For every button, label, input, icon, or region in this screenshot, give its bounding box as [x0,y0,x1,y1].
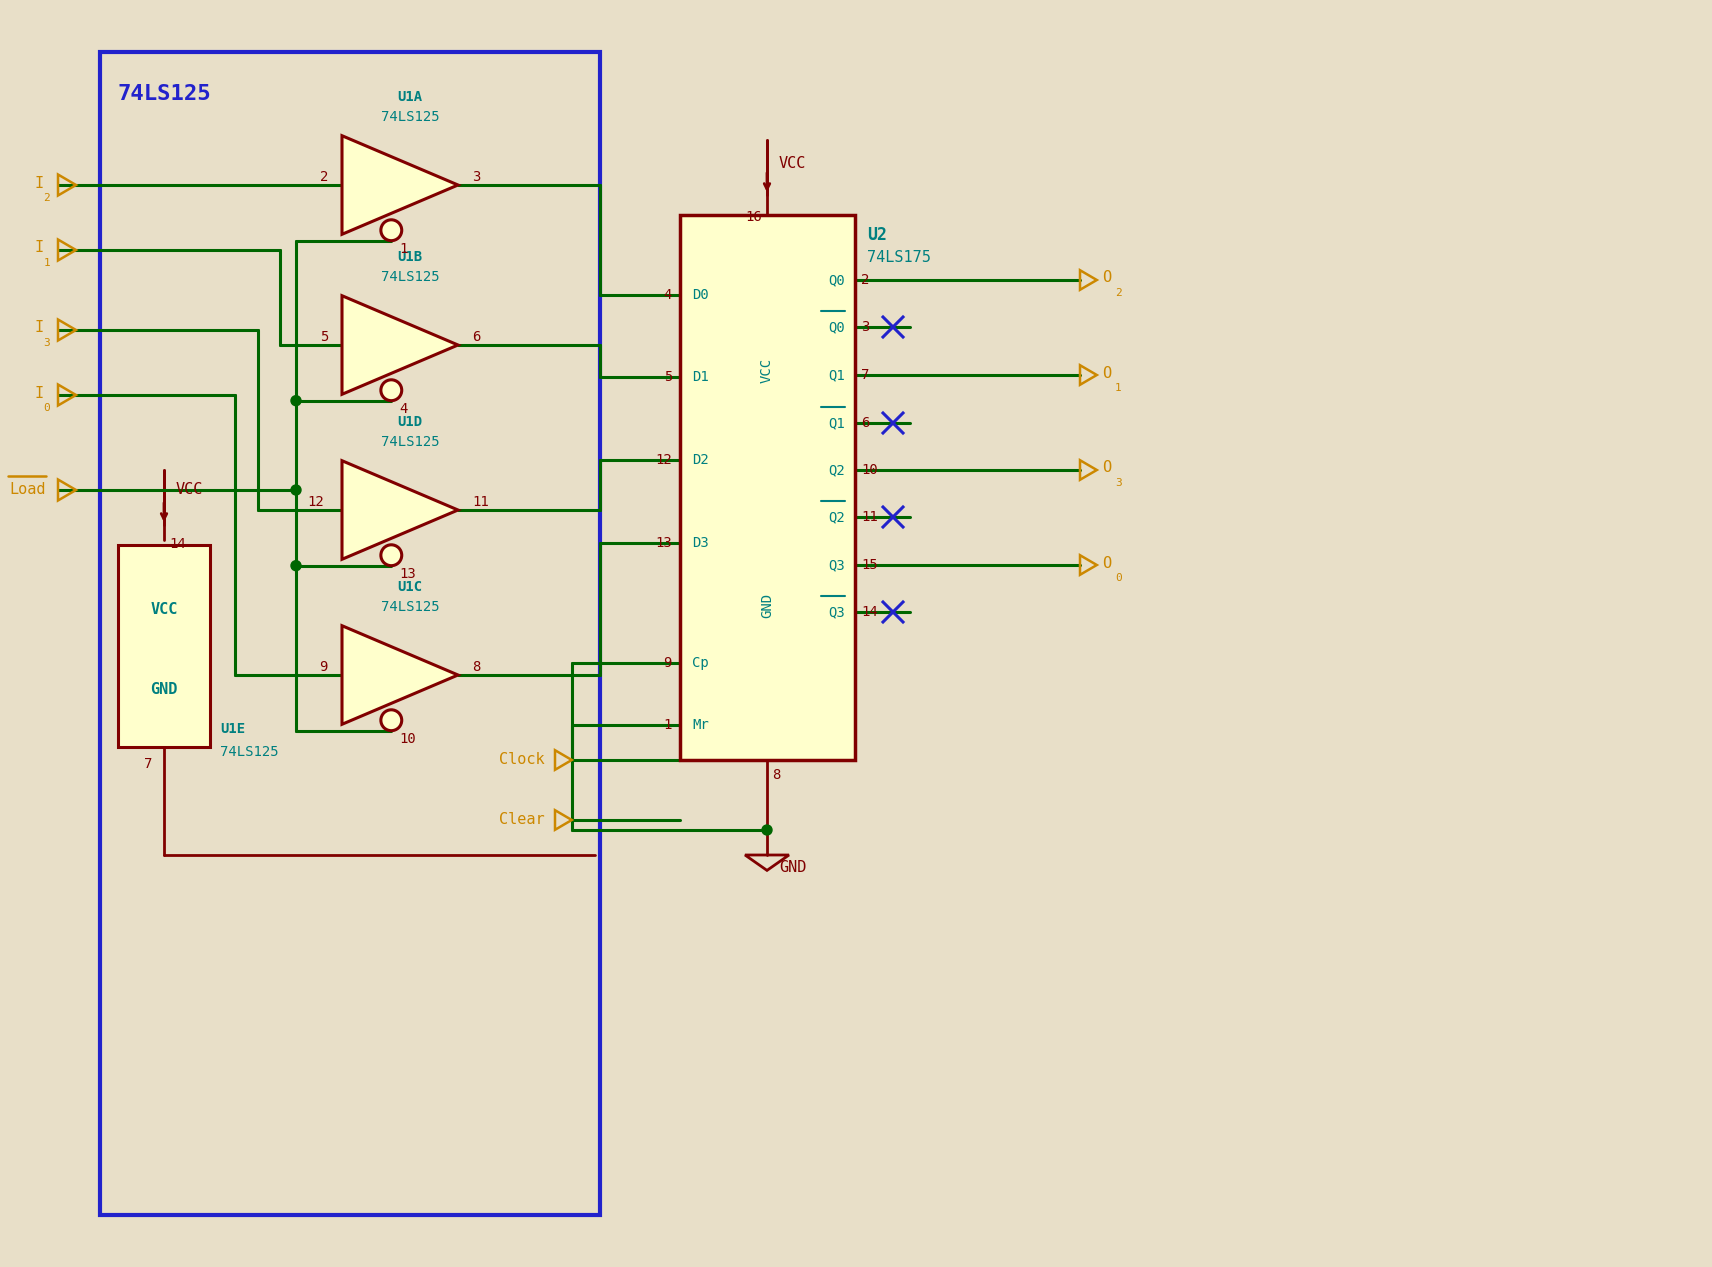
Text: 74LS125: 74LS125 [380,270,440,284]
Text: 2: 2 [320,170,329,184]
Text: 0: 0 [1115,573,1121,583]
Circle shape [291,485,301,495]
Text: 1: 1 [43,258,50,269]
Text: Load: Load [10,483,46,498]
Text: 5: 5 [320,329,329,345]
Bar [99,52,599,1215]
Text: Mr: Mr [692,718,709,732]
Polygon shape [342,295,459,394]
Text: D0: D0 [692,288,709,302]
Text: 15: 15 [861,557,878,571]
Text: U1D: U1D [397,416,423,430]
Text: 13: 13 [399,566,416,580]
Text: 12: 12 [306,495,324,509]
Text: 10: 10 [399,731,416,746]
Text: GND: GND [779,859,806,874]
Text: 1: 1 [664,718,673,732]
Text: I: I [34,385,45,400]
Text: Clock: Clock [500,753,544,768]
Text: 1: 1 [399,242,407,256]
Text: U1A: U1A [397,90,423,104]
Text: U1C: U1C [397,580,423,594]
Text: Q1: Q1 [829,367,846,381]
Circle shape [291,395,301,405]
Polygon shape [342,461,459,559]
Bar [118,545,211,748]
Text: I: I [34,241,45,256]
Text: 1: 1 [1115,383,1121,393]
Text: Q1: Q1 [829,416,846,430]
Text: Q0: Q0 [829,321,846,334]
Text: VCC: VCC [779,156,806,171]
Text: I: I [34,321,45,336]
Text: I: I [34,176,45,190]
Text: Q3: Q3 [829,606,846,620]
Text: 8: 8 [473,660,481,674]
Text: VCC: VCC [176,483,204,498]
Text: U1B: U1B [397,250,423,264]
Polygon shape [342,626,459,725]
Circle shape [291,561,301,570]
Text: Clear: Clear [500,812,544,827]
Text: 74LS125: 74LS125 [380,435,440,449]
Text: 7: 7 [861,367,870,381]
Text: U1E: U1E [221,722,245,736]
Text: 9: 9 [320,660,329,674]
Text: D3: D3 [692,536,709,550]
Text: 74LS125: 74LS125 [380,110,440,124]
Text: 4: 4 [664,288,673,302]
Text: 3: 3 [1115,478,1121,488]
Text: GND: GND [760,593,774,617]
Text: Q2: Q2 [829,511,846,525]
Text: 2: 2 [861,272,870,288]
Circle shape [380,219,402,241]
Text: 11: 11 [473,495,488,509]
Text: 2: 2 [1115,288,1121,298]
Text: 3: 3 [43,338,50,348]
Bar [680,215,854,760]
Polygon shape [342,136,459,234]
Circle shape [380,380,402,400]
Text: O: O [1103,460,1111,475]
Text: 8: 8 [772,768,781,782]
Text: 11: 11 [861,511,878,525]
Text: Cp: Cp [692,656,709,670]
Text: 12: 12 [656,454,673,468]
Text: 74LS175: 74LS175 [866,250,931,265]
Text: 9: 9 [664,656,673,670]
Text: 10: 10 [861,462,878,476]
Text: GND: GND [151,683,178,698]
Text: 14: 14 [169,537,185,551]
Text: 3: 3 [473,170,481,184]
Text: D2: D2 [692,454,709,468]
Text: U2: U2 [866,226,887,245]
Text: 14: 14 [861,606,878,620]
Text: Q0: Q0 [829,272,846,288]
Text: 5: 5 [664,370,673,384]
Text: O: O [1103,555,1111,570]
Text: 6: 6 [861,416,870,430]
Text: 6: 6 [473,329,481,345]
Text: VCC: VCC [760,357,774,383]
Circle shape [380,545,402,565]
Text: Q2: Q2 [829,462,846,476]
Circle shape [380,710,402,731]
Text: 74LS125: 74LS125 [380,601,440,614]
Text: 13: 13 [656,536,673,550]
Text: 4: 4 [399,402,407,416]
Text: D1: D1 [692,370,709,384]
Text: Q3: Q3 [829,557,846,571]
Text: 74LS125: 74LS125 [118,84,212,104]
Text: 74LS125: 74LS125 [221,745,279,759]
Text: O: O [1103,365,1111,380]
Circle shape [762,825,772,835]
Text: 7: 7 [144,756,152,772]
Text: O: O [1103,270,1111,285]
Text: VCC: VCC [151,603,178,617]
Text: 3: 3 [861,321,870,334]
Text: 2: 2 [43,193,50,203]
Text: 0: 0 [43,403,50,413]
Text: 16: 16 [745,210,762,224]
